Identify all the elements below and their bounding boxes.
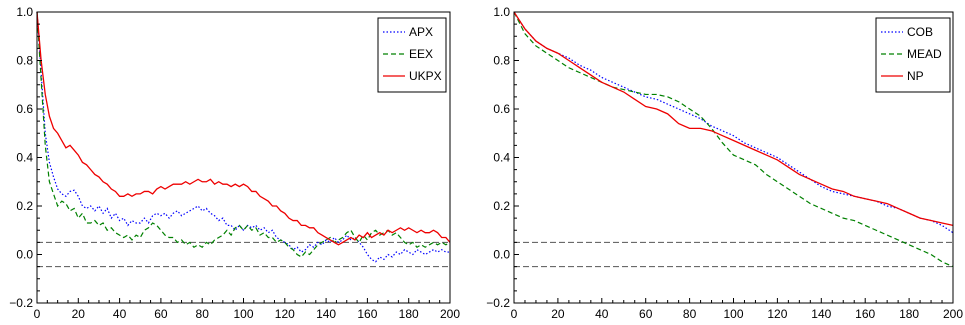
legend-label-np: NP [907, 69, 924, 83]
series-line-eex [36, 11, 451, 258]
y-tick-label: 0.2 [16, 199, 33, 213]
x-tick-label: 100 [723, 307, 743, 321]
y-tick-label: 0.0 [16, 248, 33, 262]
x-tick-label: 20 [72, 307, 86, 321]
series-line-mead [513, 11, 954, 268]
y-tick-label: 0.0 [493, 248, 510, 262]
left-chart-panel: 0 20 40 60 80 100 120 140 160 180 200 −0.2 0.0 0.2 0.4… [9, 5, 460, 321]
series-line-apx [36, 11, 450, 263]
x-tick-label: 160 [855, 307, 875, 321]
series-line-ukpx [36, 11, 451, 246]
y-tick-label: 0.4 [16, 151, 33, 165]
x-tick-label: 180 [399, 307, 419, 321]
legend-label-mead: MEAD [907, 47, 942, 61]
y-tick-label: −0.2 [9, 296, 33, 310]
legend-label-cob: COB [907, 25, 933, 39]
x-tick-label: 60 [639, 307, 653, 321]
x-tick-label: 0 [511, 307, 518, 321]
legend: COB MEAD NP [875, 17, 951, 93]
x-tick-label: 80 [683, 307, 697, 321]
x-tick-label: 60 [154, 307, 168, 321]
series-line-cob [513, 11, 954, 234]
y-tick-label: −0.2 [486, 296, 510, 310]
x-tick-label: 40 [595, 307, 609, 321]
y-tick-label: 0.2 [493, 199, 510, 213]
x-tick-label: 0 [34, 307, 41, 321]
x-tick-label: 20 [551, 307, 565, 321]
y-tick-label: 0.4 [493, 151, 510, 165]
legend-label-eex: EEX [409, 47, 433, 61]
x-tick-label: 140 [811, 307, 831, 321]
right-chart-panel: 0 20 40 60 80 100 120 140 160 180 200 −0.2 0.0 0.2 0.4… [486, 5, 963, 321]
x-tick-label: 120 [275, 307, 295, 321]
series-line-np [513, 11, 954, 227]
x-tick-label: 80 [196, 307, 210, 321]
y-tick-label: 0.8 [493, 54, 510, 68]
x-tick-label: 180 [899, 307, 919, 321]
y-tick-label: 0.6 [16, 102, 33, 116]
y-tick-label: 1.0 [16, 5, 33, 19]
y-tick-label: 1.0 [493, 5, 510, 19]
y-tick-label: 0.6 [493, 102, 510, 116]
legend-label-ukpx: UKPX [409, 69, 442, 83]
x-tick-label: 100 [233, 307, 253, 321]
x-tick-label: 200 [440, 307, 460, 321]
legend: APX EEX UKPX [377, 17, 447, 93]
x-tick-label: 140 [316, 307, 336, 321]
legend-label-apx: APX [409, 25, 433, 39]
x-tick-label: 40 [113, 307, 127, 321]
x-tick-label: 200 [943, 307, 963, 321]
x-tick-label: 120 [767, 307, 787, 321]
y-tick-label: 0.8 [16, 54, 33, 68]
legend-box [377, 17, 447, 93]
x-tick-label: 160 [357, 307, 377, 321]
legend-box [875, 17, 951, 93]
